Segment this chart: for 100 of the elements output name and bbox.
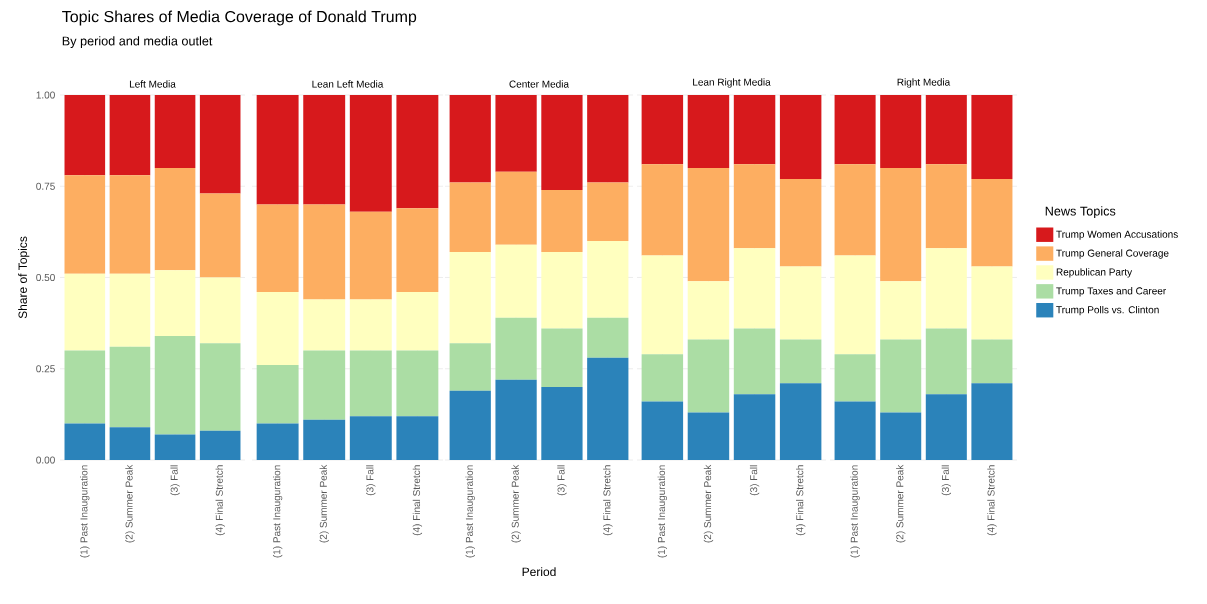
- x-tick-label: (1) Past Inauguration: [850, 465, 860, 558]
- bar: [109, 273, 151, 347]
- text: By period and media outlet: [62, 36, 213, 48]
- bar: [779, 95, 822, 179]
- legend-label: Trump Women Accusations: [1056, 230, 1178, 240]
- bar: [834, 255, 876, 355]
- bar: [154, 335, 196, 435]
- bar: [733, 164, 776, 249]
- bar: [64, 350, 106, 424]
- bar: [256, 204, 299, 293]
- bar: [587, 317, 629, 358]
- bar: [256, 95, 299, 205]
- y-tick-label: 0.75: [36, 182, 55, 190]
- bar: [834, 401, 876, 460]
- bar: [349, 350, 392, 417]
- bar: [303, 419, 346, 460]
- bar: [154, 434, 196, 460]
- bar: [880, 168, 922, 282]
- bar: [971, 95, 1013, 179]
- bar: [880, 339, 922, 413]
- x-tick-label: (2) Summer Peak: [511, 464, 521, 543]
- bar: [733, 394, 776, 460]
- bar: [449, 95, 491, 183]
- x-tick-label: (4) Final Stretch: [987, 465, 997, 536]
- bar: [541, 95, 583, 190]
- x-tick-label: (3) Fall: [941, 465, 951, 496]
- bar: [925, 164, 967, 249]
- bar: [396, 95, 439, 209]
- bar: [587, 95, 629, 183]
- x-tick-label: (2) Summer Peak: [319, 464, 329, 543]
- bar: [449, 343, 491, 391]
- x-tick-label: (1) Past Inauguration: [657, 465, 668, 558]
- bar: [396, 350, 439, 417]
- bar: [495, 95, 537, 172]
- bar: [834, 164, 876, 256]
- bar: [495, 317, 537, 380]
- x-tick-label: (4) Final Stretch: [412, 465, 423, 536]
- bar: [64, 273, 106, 351]
- legend-label: Trump General Coverage: [1056, 249, 1169, 259]
- bar: [541, 251, 583, 329]
- bar: [925, 394, 967, 460]
- bar: [349, 95, 392, 212]
- chart-title: Left Media: [129, 80, 176, 88]
- bar: [587, 182, 629, 241]
- bar: [303, 299, 346, 351]
- bar: [971, 178, 1013, 267]
- y-tick-label: 0.25: [36, 365, 55, 373]
- bar: [641, 95, 684, 165]
- bar: [779, 178, 822, 267]
- bar: [154, 168, 196, 271]
- bar: [779, 266, 822, 340]
- x-tick-label: (3) Fall: [557, 465, 567, 496]
- bar: [880, 95, 922, 168]
- bar: [64, 175, 106, 274]
- bar: [687, 281, 730, 340]
- bar: [199, 95, 241, 194]
- legend-label: Republican Party: [1056, 268, 1133, 278]
- bar: [256, 365, 299, 424]
- bar: [687, 95, 730, 168]
- chart-title: Right Media: [897, 78, 951, 88]
- x-tick-label: (1) Past Inauguration: [80, 465, 90, 558]
- bar: [396, 416, 439, 460]
- bar: [199, 193, 241, 278]
- bar: [834, 95, 876, 165]
- bar: [925, 328, 967, 395]
- legend-title: News Topics: [1045, 206, 1116, 219]
- bar: [779, 383, 822, 460]
- text: Topic Shares of Media Coverage of Donald Trump: [62, 10, 417, 26]
- legend-label: Trump Polls vs. Clinton: [1056, 305, 1159, 316]
- bar: [733, 328, 776, 395]
- bar: [495, 244, 537, 318]
- x-tick-label: (4) Final Stretch: [603, 465, 613, 536]
- bar: [541, 328, 583, 387]
- legend-label: Trump Taxes and Career: [1056, 287, 1167, 297]
- bar: [733, 248, 776, 329]
- bar: [880, 281, 922, 340]
- y-tick-label: 1.00: [36, 91, 55, 99]
- bar: [587, 241, 629, 318]
- y-tick-label: 0.50: [36, 273, 55, 282]
- chart-title: Lean Left Media: [312, 80, 384, 88]
- x-tick-label: (4) Final Stretch: [215, 465, 225, 536]
- bar: [396, 292, 439, 351]
- x-tick-label: (2) Summer Peak: [703, 464, 714, 543]
- x-tick-label: (1) Past Inauguration: [465, 465, 475, 558]
- bar: [971, 383, 1013, 460]
- bar: [687, 412, 730, 460]
- bar: [109, 95, 151, 176]
- bar: [587, 357, 629, 460]
- bar: [199, 343, 241, 431]
- x-tick-label: (4) Final Stretch: [796, 465, 806, 536]
- bar: [641, 401, 684, 460]
- chart-title: Center Media: [509, 80, 569, 88]
- bar: [733, 95, 776, 165]
- bar: [641, 354, 684, 402]
- bar: [971, 339, 1013, 384]
- bar: [303, 95, 346, 205]
- x-tick-label: (2) Summer Peak: [125, 464, 135, 543]
- bar: [687, 339, 730, 413]
- bar: [154, 95, 196, 168]
- bar: [971, 266, 1013, 340]
